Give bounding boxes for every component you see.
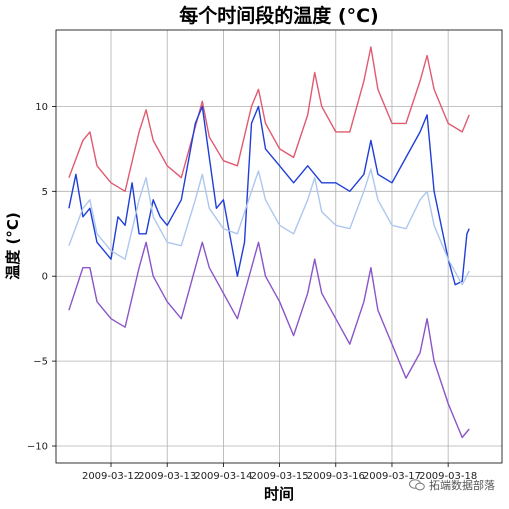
x-tick-label: 2009-03-17 <box>363 471 421 482</box>
plot-frame <box>55 29 503 464</box>
x-tick-label: 2009-03-15 <box>251 471 309 482</box>
x-tick-label: 2009-03-14 <box>194 471 252 482</box>
x-tick-label: 2009-03-18 <box>419 471 477 482</box>
series-line-2 <box>68 168 470 286</box>
watermark: 拓端数据部落 <box>409 477 495 493</box>
x-axis-title: 时间 <box>264 485 294 503</box>
x-tick-label: 2009-03-13 <box>138 471 196 482</box>
wechat-icon <box>409 479 425 491</box>
axis-ticks: 2009-03-122009-03-132009-03-142009-03-15… <box>27 102 477 482</box>
series-line-1 <box>68 105 470 286</box>
y-tick-label: 0 <box>42 272 48 283</box>
series-line-3 <box>68 241 470 439</box>
series-line-0 <box>68 46 470 193</box>
watermark-text: 拓端数据部落 <box>429 479 495 492</box>
y-tick-label: −5 <box>33 357 48 368</box>
plot-background <box>56 30 502 463</box>
series-lines <box>68 46 470 439</box>
x-tick-label: 2009-03-12 <box>82 471 140 482</box>
x-tick-label: 2009-03-16 <box>307 471 365 482</box>
y-axis-title: 温度 (°C) <box>4 212 22 279</box>
y-tick-label: 5 <box>42 187 48 198</box>
chart-title: 每个时间段的温度 (°C) <box>179 4 378 27</box>
y-tick-label: 10 <box>35 102 48 113</box>
y-tick-label: −10 <box>27 442 48 453</box>
